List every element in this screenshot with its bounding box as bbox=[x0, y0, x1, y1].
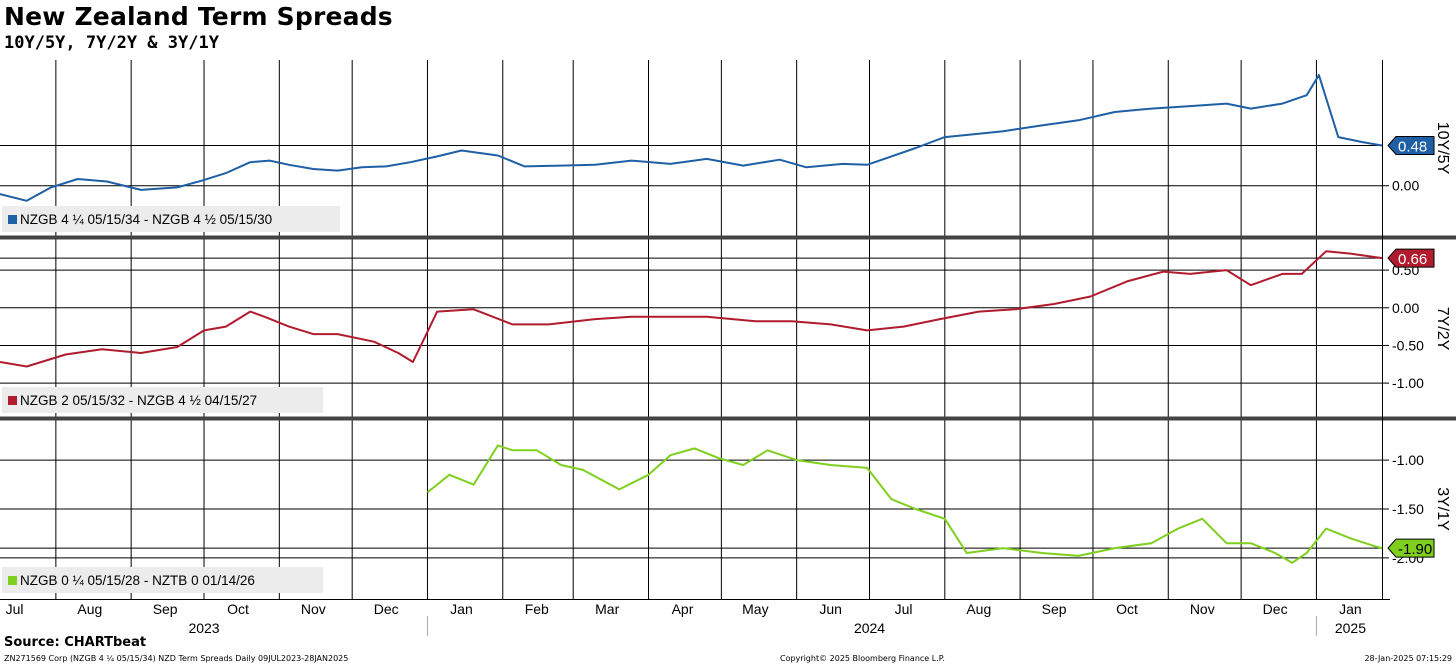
y-tick-label: 0.00 bbox=[1392, 300, 1419, 316]
legend-swatch bbox=[8, 396, 17, 405]
x-tick-label: Sep bbox=[1042, 601, 1067, 617]
x-tick-label: Jan bbox=[450, 601, 473, 617]
legend-label: NZGB 2 05/15/32 - NZGB 4 ½ 04/15/27 bbox=[20, 393, 257, 408]
last-value-label: 0.66 bbox=[1398, 251, 1427, 268]
x-tick-label: Nov bbox=[301, 601, 326, 617]
panel-label: 10Y/5Y bbox=[1434, 122, 1451, 175]
x-tick-label: May bbox=[742, 601, 768, 617]
x-tick-label: Oct bbox=[227, 601, 249, 617]
chart-title: New Zealand Term Spreads bbox=[4, 2, 393, 31]
y-tick-label: -0.50 bbox=[1392, 337, 1424, 353]
y-tick-label: -1.00 bbox=[1392, 375, 1424, 391]
last-value-tag bbox=[1387, 538, 1435, 558]
panel-label: 3Y/1Y bbox=[1434, 487, 1451, 531]
last-value-tag bbox=[1387, 248, 1435, 268]
x-tick-label: Mar bbox=[595, 601, 619, 617]
panel-label: 7Y/2Y bbox=[1434, 307, 1451, 351]
last-value-tag bbox=[1387, 135, 1435, 155]
y-tick-label: -1.50 bbox=[1392, 501, 1424, 517]
legend-swatch bbox=[8, 215, 17, 224]
footer-copyright: Copyright© 2025 Bloomberg Finance L.P. bbox=[780, 654, 945, 663]
x-tick-label: Nov bbox=[1190, 601, 1215, 617]
x-tick-label: Aug bbox=[77, 601, 102, 617]
legend-swatch bbox=[8, 576, 17, 585]
legend-box bbox=[2, 567, 323, 593]
x-tick-label: Dec bbox=[374, 601, 399, 617]
x-tick-label: Aug bbox=[966, 601, 991, 617]
source-note: Source: CHARTbeat bbox=[4, 635, 147, 650]
legend-box bbox=[2, 206, 341, 232]
x-tick-label: Jan bbox=[1339, 601, 1362, 617]
chart-subtitle: 10Y/5Y, 7Y/2Y & 3Y/1Y bbox=[4, 33, 219, 53]
series-line bbox=[426, 444, 1383, 564]
y-tick-label: 0.00 bbox=[1392, 178, 1419, 194]
footer-ticker: ZN271569 Corp (NZGB 4 ¼ 05/15/34) NZD Te… bbox=[4, 654, 349, 663]
year-label: 2024 bbox=[854, 620, 885, 636]
x-tick-label: Jul bbox=[895, 601, 913, 617]
x-tick-label: Jul bbox=[6, 601, 24, 617]
x-tick-label: Feb bbox=[525, 601, 549, 617]
legend-label: NZGB 0 ¼ 05/15/28 - NZTB 0 01/14/26 bbox=[20, 573, 255, 588]
x-tick-label: Apr bbox=[672, 601, 694, 617]
y-tick-label: -1.00 bbox=[1392, 452, 1424, 468]
series-line bbox=[0, 250, 1383, 368]
footer-timestamp: 28-Jan-2025 07:15:29 bbox=[1364, 654, 1452, 663]
series-line bbox=[0, 74, 1383, 202]
year-label: 2023 bbox=[188, 620, 219, 636]
x-tick-label: Sep bbox=[153, 601, 178, 617]
legend-label: NZGB 4 ¼ 05/15/34 - NZGB 4 ½ 05/15/30 bbox=[20, 212, 272, 227]
x-tick-label: Oct bbox=[1116, 601, 1138, 617]
legend-box bbox=[2, 387, 323, 413]
year-label: 2025 bbox=[1335, 620, 1366, 636]
x-tick-label: Jun bbox=[819, 601, 842, 617]
x-tick-label: Dec bbox=[1263, 601, 1288, 617]
last-value-label: -1.90 bbox=[1398, 541, 1432, 558]
last-value-label: 0.48 bbox=[1398, 138, 1427, 155]
